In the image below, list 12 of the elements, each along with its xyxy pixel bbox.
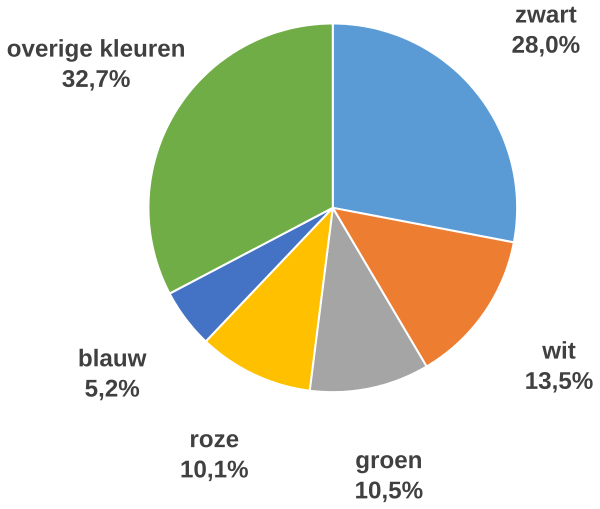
data-label: 28,0% [512,36,580,57]
slice-label: groen [356,455,421,474]
slice-label: blauw [80,348,147,367]
data-label: 32,7% [62,70,130,91]
slice-label: zwart [516,6,576,23]
slice-label: overige kleuren [8,39,184,62]
data-label: 5,2% [85,380,140,400]
data-label: 10,1% [182,460,248,482]
slice-label: wit [542,341,576,359]
data-label: 13,5% [526,372,593,393]
slice-label: roze [190,434,238,448]
data-label: 10,5% [356,482,423,502]
